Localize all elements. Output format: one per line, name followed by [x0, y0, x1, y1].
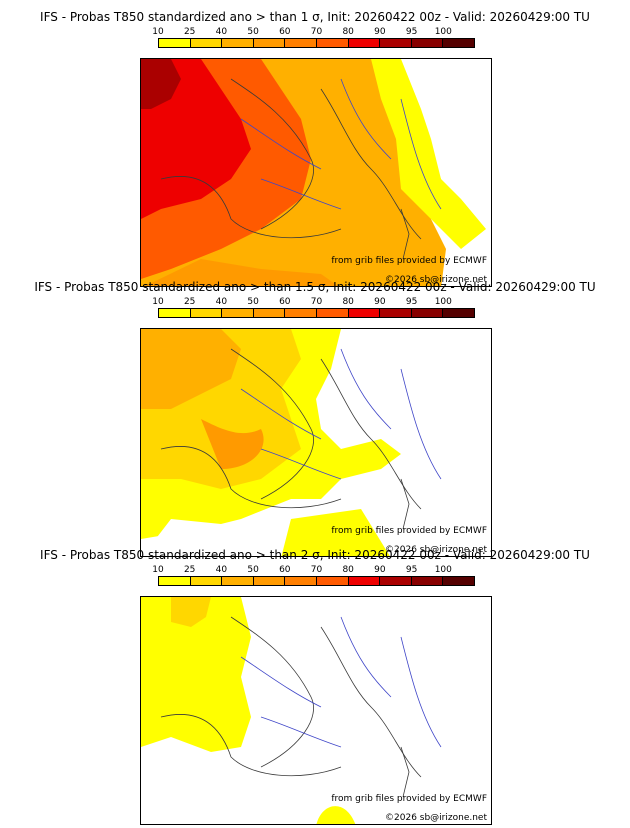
scale-swatch [411, 577, 444, 585]
panel-title: IFS - Probas T850 standardized ano > tha… [34, 280, 596, 294]
map-graphic [141, 59, 491, 286]
scale-swatch [348, 577, 381, 585]
scale-tick-label: 10 [152, 297, 164, 307]
scale-swatch [411, 39, 444, 47]
scale-swatch [443, 577, 474, 585]
scale-ticks: 10 25 40 50 60 70 80 90 95 100 [152, 565, 476, 576]
scale-swatch [285, 309, 317, 317]
scale-swatch [380, 309, 412, 317]
scale-tick-label: 70 [310, 27, 323, 37]
color-bar [158, 308, 475, 318]
scale-tick-label: 25 [183, 297, 196, 307]
scale-tick-label: 70 [310, 297, 323, 307]
scale-swatch [159, 39, 191, 47]
forecast-panel-1: IFS - Probas T850 standardized ano > tha… [0, 10, 630, 287]
scale-swatch [316, 309, 349, 317]
scale-tick-label: 70 [310, 565, 323, 575]
color-bar [158, 38, 475, 48]
probability-map-3: from grib files provided by ECMWF ©2026 … [140, 596, 492, 825]
map-graphic [141, 597, 491, 824]
scale-swatch [285, 577, 317, 585]
panel-title: IFS - Probas T850 standardized ano > tha… [40, 548, 590, 562]
color-scale: 10 25 40 50 60 70 80 90 95 100 [152, 297, 476, 321]
scale-tick-label: 95 [405, 27, 418, 37]
scale-swatch [380, 577, 412, 585]
scale-swatch [190, 39, 223, 47]
scale-tick-label: 100 [434, 297, 452, 307]
scale-swatch [253, 39, 286, 47]
scale-tick-label: 25 [183, 565, 196, 575]
scale-tick-label: 60 [279, 27, 291, 37]
scale-swatch [190, 577, 223, 585]
scale-tick-label: 10 [152, 565, 164, 575]
scale-tick-label: 80 [342, 297, 354, 307]
credit-copyright: ©2026 sb@irizone.net [385, 275, 487, 285]
scale-tick-label: 95 [405, 565, 418, 575]
scale-swatch [222, 309, 254, 317]
map-graphic [141, 329, 491, 556]
scale-swatch [443, 309, 474, 317]
credit-source: from grib files provided by ECMWF [331, 794, 487, 804]
scale-tick-label: 10 [152, 27, 164, 37]
color-bar [158, 576, 475, 586]
scale-swatch [222, 39, 254, 47]
scale-swatch [348, 39, 381, 47]
forecast-panel-3: IFS - Probas T850 standardized ano > tha… [0, 548, 630, 825]
scale-swatch [411, 309, 444, 317]
scale-tick-label: 40 [215, 27, 228, 37]
scale-tick-label: 80 [342, 565, 354, 575]
scale-tick-label: 25 [183, 27, 196, 37]
credit-source: from grib files provided by ECMWF [331, 526, 487, 536]
scale-swatch [443, 39, 474, 47]
forecast-panel-2: IFS - Probas T850 standardized ano > tha… [0, 280, 630, 557]
scale-tick-label: 100 [434, 27, 452, 37]
credit-copyright: ©2026 sb@irizone.net [385, 545, 487, 555]
scale-tick-label: 90 [374, 27, 386, 37]
scale-ticks: 10 25 40 50 60 70 80 90 95 100 [152, 297, 476, 308]
panel-title: IFS - Probas T850 standardized ano > tha… [40, 10, 590, 24]
probability-map-1: from grib files provided by ECMWF ©2026 … [140, 58, 492, 287]
scale-tick-label: 95 [405, 297, 418, 307]
scale-swatch [380, 39, 412, 47]
scale-swatch [253, 577, 286, 585]
credit-copyright: ©2026 sb@irizone.net [385, 813, 487, 823]
scale-swatch [348, 309, 381, 317]
color-scale: 10 25 40 50 60 70 80 90 95 100 [152, 565, 476, 589]
scale-tick-label: 100 [434, 565, 452, 575]
scale-tick-label: 60 [279, 297, 291, 307]
scale-swatch [159, 309, 191, 317]
scale-tick-label: 40 [215, 297, 228, 307]
credit-source: from grib files provided by ECMWF [331, 256, 487, 266]
scale-swatch [285, 39, 317, 47]
scale-tick-label: 40 [215, 565, 228, 575]
scale-tick-label: 50 [247, 565, 259, 575]
scale-tick-label: 90 [374, 297, 386, 307]
scale-swatch [253, 309, 286, 317]
scale-swatch [222, 577, 254, 585]
color-scale: 10 25 40 50 60 70 80 90 95 100 [152, 27, 476, 51]
scale-swatch [190, 309, 223, 317]
scale-tick-label: 50 [247, 27, 259, 37]
scale-ticks: 10 25 40 50 60 70 80 90 95 100 [152, 27, 476, 38]
scale-tick-label: 50 [247, 297, 259, 307]
scale-tick-label: 90 [374, 565, 386, 575]
scale-swatch [316, 577, 349, 585]
scale-tick-label: 60 [279, 565, 291, 575]
scale-swatch [316, 39, 349, 47]
probability-map-2: from grib files provided by ECMWF ©2026 … [140, 328, 492, 557]
scale-tick-label: 80 [342, 27, 354, 37]
scale-swatch [159, 577, 191, 585]
